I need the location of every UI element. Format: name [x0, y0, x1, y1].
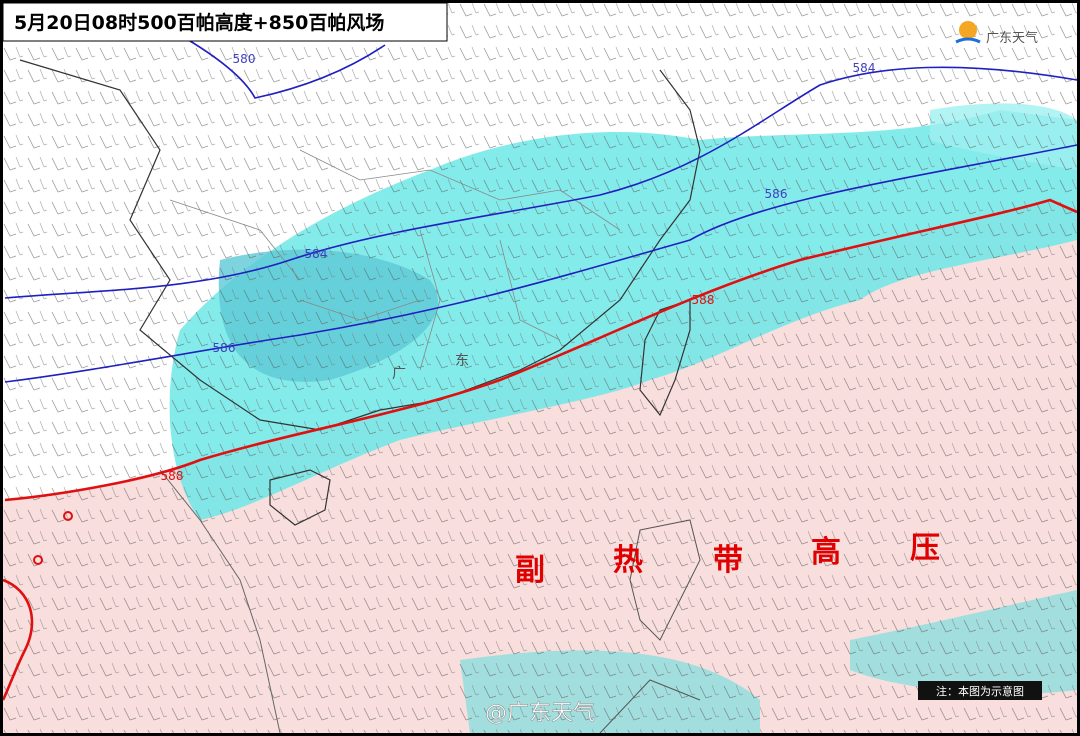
contours [1, 34, 1078, 701]
contour-label: 584 [853, 61, 876, 75]
contour-label: 580 [233, 52, 256, 66]
logo-sun [959, 21, 977, 39]
contour-label: 586 [765, 187, 788, 201]
watermark: @广东天气 [485, 701, 595, 726]
contour-label: 586 [213, 341, 236, 355]
contour-labels: 580 584 584 586 586 588 588 [161, 52, 876, 483]
contour-588-ring [63, 511, 73, 521]
contour-label: 584 [305, 247, 328, 261]
boundaries [19, 59, 701, 734]
logo-wave [955, 37, 981, 44]
annotation-char: 带 [713, 543, 743, 578]
note-box [918, 681, 1042, 700]
hainan [269, 469, 331, 526]
contour-588-ring [33, 555, 43, 565]
contour-584 [4, 66, 1078, 299]
logo-text: 广东天气 [986, 30, 1038, 46]
wind-barbs [3, 3, 1077, 733]
contour-586 [4, 144, 1078, 383]
annotation-char: 压 [910, 531, 940, 566]
islands [599, 519, 701, 734]
annotation-char: 高 [811, 535, 841, 570]
note: 注：本图为示意图 [936, 684, 1024, 698]
map-label: 东 [455, 353, 469, 369]
contour-label: 588 [161, 469, 184, 483]
contour-588 [4, 198, 1078, 502]
map-label: 广 [392, 366, 406, 382]
contour-580 [179, 34, 386, 99]
contour-588-loop [1, 578, 34, 701]
border [159, 469, 281, 734]
annotation-char: 副 [515, 553, 545, 588]
annotation-char: 热 [613, 543, 643, 578]
title-box [2, 2, 448, 42]
contour-label: 588 [692, 293, 715, 307]
taiwan [639, 299, 691, 417]
coastline [19, 59, 701, 431]
province-lines [169, 149, 621, 371]
title: 5月20日08时500百帕高度+850百帕风场 [14, 11, 384, 34]
